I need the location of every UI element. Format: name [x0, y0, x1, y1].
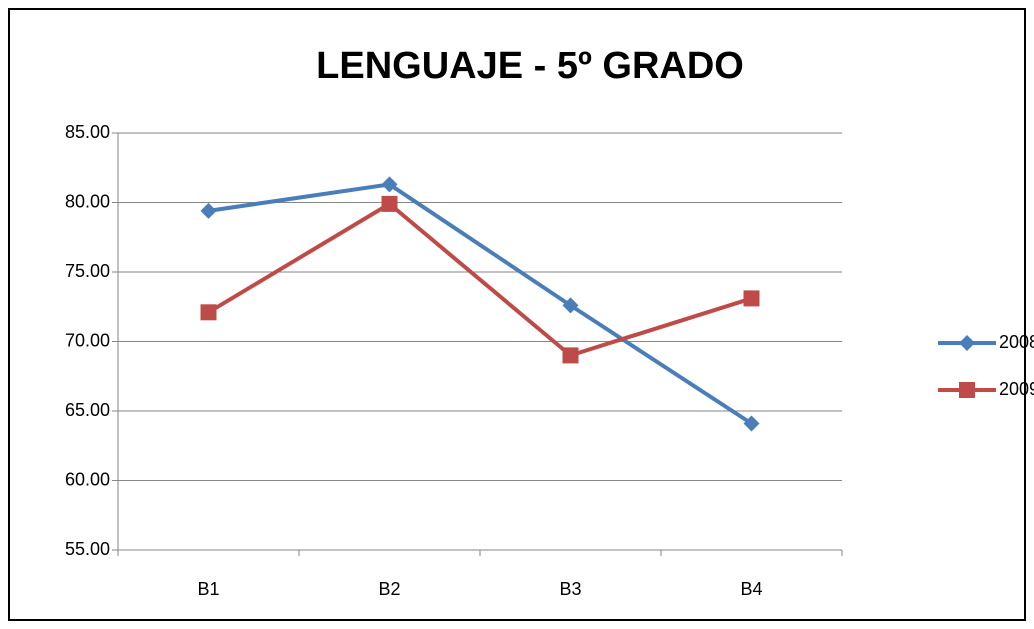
series-line — [207, 201, 753, 358]
x-tick-label: B3 — [559, 579, 581, 599]
marker — [381, 176, 398, 193]
marker — [743, 290, 760, 307]
chart-frame — [8, 8, 1026, 621]
y-tick-label: 75.00 — [65, 261, 110, 281]
legend-label: 2008 — [999, 332, 1034, 352]
marker — [381, 195, 398, 212]
y-tick-label: 85.00 — [65, 122, 110, 142]
marker — [959, 335, 975, 351]
y-tick-label: 60.00 — [65, 469, 110, 489]
marker — [743, 415, 760, 432]
series-line — [208, 182, 753, 426]
x-tick-label: B1 — [197, 579, 219, 599]
marker — [200, 304, 217, 321]
y-tick-label: 65.00 — [65, 400, 110, 420]
x-tick-label: B2 — [378, 579, 400, 599]
legend-label: 2009 — [999, 379, 1034, 399]
chart-title: LENGUAJE - 5º GRADO — [316, 45, 744, 87]
y-tick-label: 70.00 — [65, 330, 110, 350]
y-tick-label: 80.00 — [65, 191, 110, 211]
y-tick-label: 55.00 — [65, 539, 110, 559]
marker — [562, 347, 579, 364]
x-tick-label: B4 — [740, 579, 762, 599]
marker — [200, 202, 217, 219]
marker — [959, 382, 975, 398]
marker — [562, 297, 579, 314]
